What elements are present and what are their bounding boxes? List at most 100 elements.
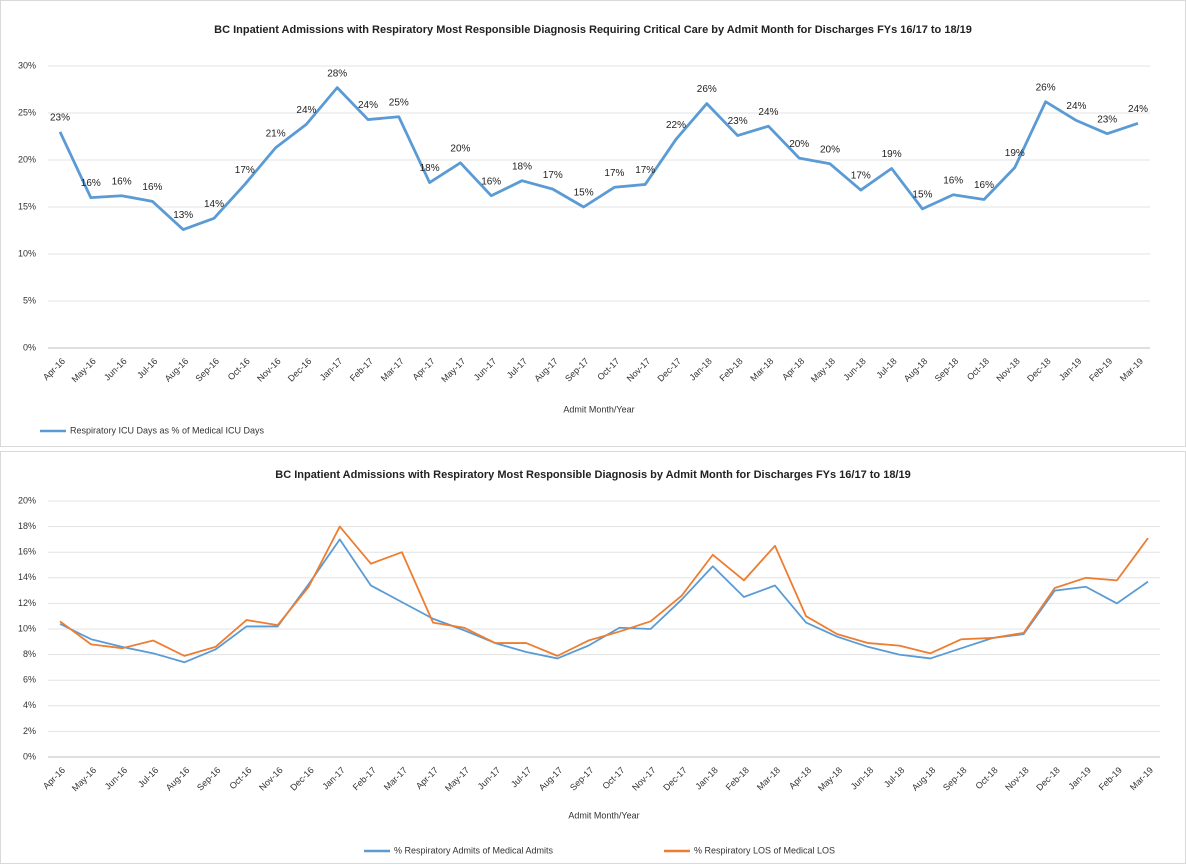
- legend-label: % Respiratory LOS of Medical LOS: [694, 845, 835, 855]
- y-tick-label: 16%: [18, 547, 36, 557]
- x-tick-label: Oct-16: [226, 356, 252, 382]
- x-tick-label: Aug-16: [164, 765, 192, 793]
- x-tick-label: Sep-16: [195, 765, 223, 793]
- x-tick-label: Sep-18: [941, 765, 969, 793]
- data-label: 20%: [820, 144, 840, 155]
- x-tick-label: Oct-16: [227, 765, 253, 791]
- data-label: 23%: [1097, 114, 1117, 125]
- data-label: 16%: [112, 176, 132, 187]
- data-label: 24%: [296, 105, 316, 116]
- data-label: 23%: [50, 112, 70, 123]
- x-tick-label: Dec-18: [1025, 356, 1053, 384]
- x-tick-label: Dec-17: [656, 356, 684, 384]
- x-tick-label: Jul-17: [505, 356, 529, 380]
- y-tick-label: 15%: [18, 201, 36, 211]
- x-tick-label: Jul-16: [136, 765, 160, 789]
- data-label: 26%: [1036, 82, 1056, 93]
- data-label: 17%: [543, 170, 563, 181]
- data-label: 16%: [974, 180, 994, 191]
- x-tick-label: Jun-17: [476, 765, 503, 792]
- x-tick-label: Mar-19: [1128, 765, 1155, 792]
- x-tick-label: Nov-16: [257, 765, 285, 793]
- series-line: [59, 538, 1149, 664]
- data-label: 17%: [235, 165, 255, 176]
- x-tick-label: Sep-17: [563, 356, 591, 384]
- y-tick-label: 25%: [18, 107, 36, 117]
- x-tick-label: Jun-16: [102, 356, 129, 383]
- y-tick-label: 0%: [23, 751, 36, 761]
- data-label: 14%: [204, 199, 224, 210]
- x-tick-label: Oct-18: [973, 765, 999, 791]
- x-tick-label: May-17: [439, 356, 467, 384]
- data-label: 26%: [697, 84, 717, 95]
- x-tick-label: Jun-16: [103, 765, 130, 792]
- chart-title: BC Inpatient Admissions with Respiratory…: [214, 24, 972, 36]
- x-tick-label: Sep-18: [933, 356, 961, 384]
- chart-frame: [0, 451, 1186, 864]
- y-tick-label: 14%: [18, 572, 36, 582]
- y-tick-label: 12%: [18, 598, 36, 608]
- data-label: 23%: [728, 116, 748, 127]
- data-label: 15%: [912, 190, 932, 201]
- x-tick-label: Mar-17: [379, 356, 406, 383]
- data-label: 22%: [666, 120, 686, 131]
- x-tick-label: Jul-17: [509, 765, 533, 789]
- x-tick-label: Nov-17: [625, 356, 653, 384]
- data-label: 15%: [574, 188, 594, 199]
- x-tick-label: Apr-16: [41, 765, 67, 791]
- y-tick-label: 10%: [18, 623, 36, 633]
- data-label: 24%: [358, 100, 378, 111]
- x-tick-label: Mar-18: [755, 765, 782, 792]
- x-tick-label: May-18: [809, 356, 837, 384]
- data-label: 21%: [266, 128, 286, 139]
- data-label: 24%: [758, 107, 778, 118]
- data-label: 20%: [789, 139, 809, 150]
- y-tick-label: 5%: [23, 295, 36, 305]
- x-tick-label: Nov-18: [994, 356, 1022, 384]
- x-tick-label: May-16: [70, 765, 98, 793]
- x-tick-label: Mar-18: [748, 356, 775, 383]
- data-label: 19%: [1005, 148, 1025, 159]
- y-tick-label: 2%: [23, 726, 36, 736]
- x-tick-label: Sep-17: [568, 765, 596, 793]
- x-tick-label: Jan-17: [318, 356, 345, 383]
- x-tick-label: Feb-19: [1097, 765, 1124, 792]
- x-tick-label: Apr-16: [41, 356, 67, 382]
- x-tick-label: May-17: [443, 765, 471, 793]
- x-tick-label: Aug-18: [902, 356, 930, 384]
- x-tick-label: Aug-17: [532, 356, 560, 384]
- x-tick-label: Feb-17: [348, 356, 375, 383]
- chart-title: BC Inpatient Admissions with Respiratory…: [275, 469, 910, 481]
- data-label: 18%: [512, 161, 532, 172]
- x-tick-label: Feb-18: [724, 765, 751, 792]
- data-label: 19%: [882, 149, 902, 160]
- x-tick-label: May-18: [816, 765, 844, 793]
- x-tick-label: Feb-18: [717, 356, 744, 383]
- x-tick-label: Nov-16: [255, 356, 283, 384]
- x-tick-label: Nov-18: [1003, 765, 1031, 793]
- y-tick-label: 8%: [23, 649, 36, 659]
- x-tick-label: Jun-18: [841, 356, 868, 383]
- data-label: 18%: [420, 163, 440, 174]
- data-label: 25%: [389, 97, 409, 108]
- data-label: 17%: [635, 165, 655, 176]
- x-tick-label: Jan-18: [693, 765, 720, 792]
- series-line: [59, 525, 1149, 657]
- x-tick-label: Apr-17: [414, 765, 440, 791]
- data-label: 13%: [173, 210, 193, 221]
- x-tick-label: Apr-17: [411, 356, 437, 382]
- x-tick-label: Dec-18: [1034, 765, 1062, 793]
- x-tick-label: Aug-18: [910, 765, 938, 793]
- x-tick-label: Jul-18: [874, 356, 898, 380]
- x-tick-label: Oct-18: [965, 356, 991, 382]
- x-tick-label: Jan-19: [1066, 765, 1093, 792]
- x-tick-label: Feb-19: [1087, 356, 1114, 383]
- y-tick-label: 20%: [18, 495, 36, 505]
- x-tick-label: Jan-19: [1057, 356, 1084, 383]
- data-label: 16%: [943, 175, 963, 186]
- x-tick-label: Dec-16: [288, 765, 316, 793]
- data-label: 20%: [450, 143, 470, 154]
- y-tick-label: 30%: [18, 60, 36, 70]
- x-axis-label: Admit Month/Year: [563, 404, 634, 414]
- x-tick-label: Sep-16: [193, 356, 221, 384]
